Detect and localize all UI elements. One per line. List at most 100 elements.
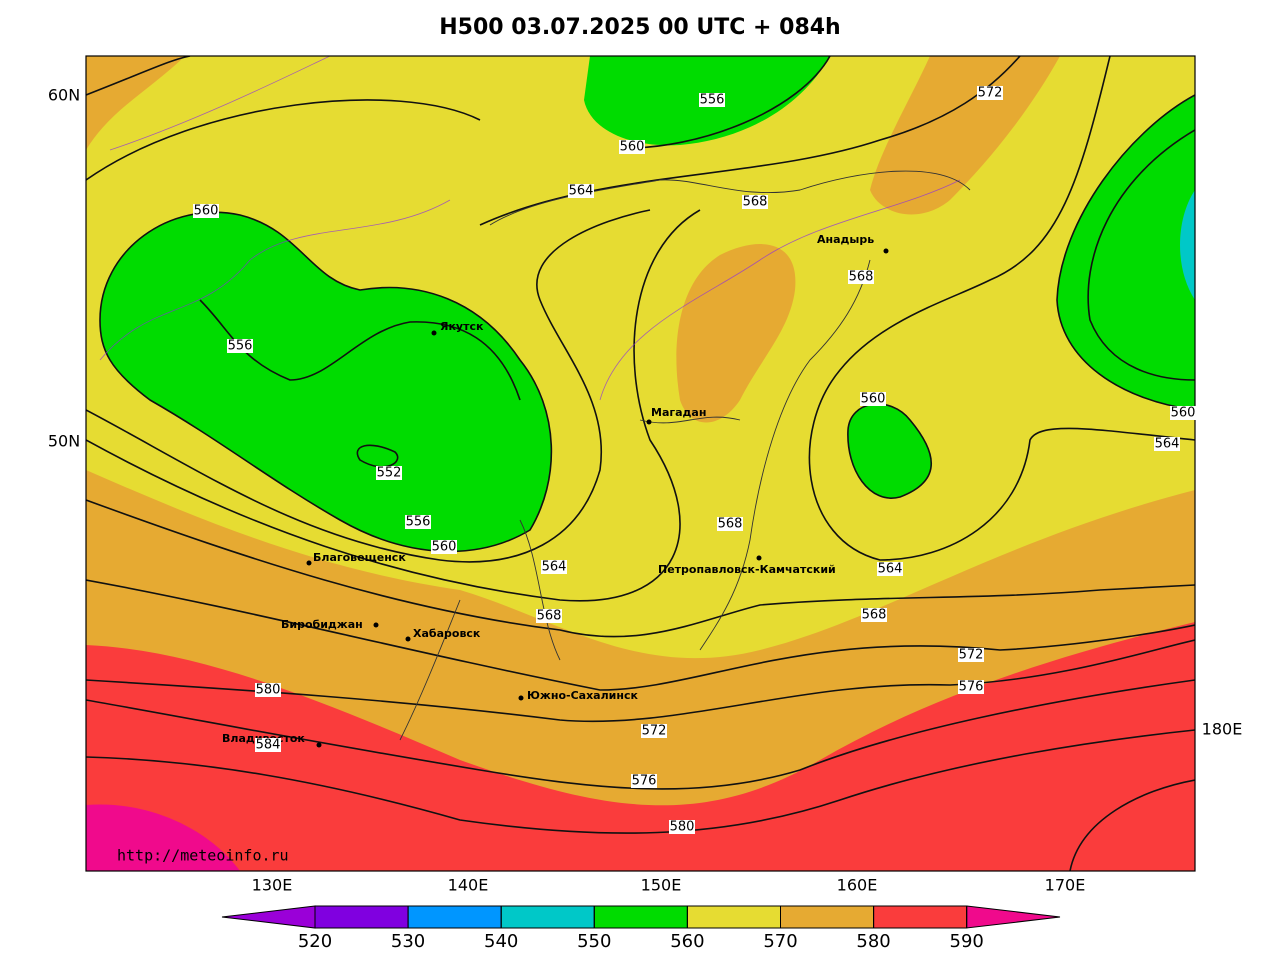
contour-label-bg [568, 184, 594, 198]
contour-label: 580 [670, 820, 695, 835]
coastline [399, 170, 971, 741]
city-label: Магадан [651, 406, 706, 419]
lon-label: 140E [448, 876, 489, 895]
city-label: Петропавловск-Камчатский [658, 563, 836, 576]
contour-label-bg [1154, 437, 1180, 451]
city-dot [316, 742, 322, 748]
contour-label: 568 [862, 608, 887, 623]
contour-label: 576 [632, 774, 657, 789]
borders [99, 56, 961, 401]
contour-label: 576 [959, 680, 984, 695]
contour-label: 572 [959, 648, 984, 663]
colorbar-box [407, 905, 502, 929]
contour-label: 556 [406, 515, 431, 530]
map-field [86, 56, 1195, 871]
contour-label: 564 [569, 184, 594, 199]
contour-label-bg [431, 540, 457, 554]
city-label: Южно-Сахалинск [527, 689, 638, 702]
lon-label: 170E [1045, 876, 1086, 895]
contour-label-bg [742, 195, 768, 209]
contour-label: 568 [743, 195, 768, 210]
lon-label: 150E [641, 876, 682, 895]
city-label: Биробиджан [281, 618, 363, 631]
contour-label-bg [619, 140, 645, 154]
city-dot [431, 330, 437, 336]
contour-label: 580 [256, 683, 281, 698]
city-label: Якутск [440, 320, 484, 333]
contour-label: 560 [861, 392, 886, 407]
colorbar-box [780, 905, 875, 929]
city-label: Анадырь [817, 233, 874, 246]
lon-label: 130E [252, 876, 293, 895]
contour-label: 560 [620, 140, 645, 155]
contour-label: 568 [537, 609, 562, 624]
contour-label-bg [541, 560, 567, 574]
contour-label: 556 [700, 93, 725, 108]
contour-label-bg [376, 466, 402, 480]
colorbar-box [686, 905, 782, 929]
contour-label-bg [536, 609, 562, 623]
contour-label-bg [699, 93, 725, 107]
contour-label-bg [641, 724, 667, 738]
colorbar-tick-label: 540 [484, 931, 518, 952]
contour-label: 572 [978, 86, 1003, 101]
colorbar-tick-label: 550 [577, 931, 611, 952]
city-dot [883, 248, 889, 254]
map-title: H500 03.07.2025 00 UTC + 084h [439, 15, 840, 40]
contour-label-bg [717, 517, 743, 531]
colorbar-box [593, 905, 688, 929]
colorbar-box [314, 905, 409, 929]
colorbar-box [873, 905, 968, 929]
contour-label: 568 [849, 270, 874, 285]
source-url: http://meteoinfo.ru [117, 847, 289, 865]
contour-label: 584 [256, 738, 281, 753]
lon-label: 160E [837, 876, 878, 895]
colorbar-tick-label: 520 [298, 931, 332, 952]
lat-label: 50N [48, 432, 80, 451]
city-dot [756, 555, 762, 561]
contour-label-bg [405, 515, 431, 529]
contour-label-bg [255, 738, 281, 752]
contour-label-bg [255, 683, 281, 697]
contour-label-bg [958, 648, 984, 662]
colorbar-tick-label: 590 [950, 931, 984, 952]
contour-label: 564 [542, 560, 567, 575]
colorbar-tick-label: 580 [856, 931, 890, 952]
colorbar-tick-label: 560 [670, 931, 704, 952]
contour-label: 564 [1155, 437, 1180, 452]
contour-label-bg [1170, 406, 1196, 420]
contour-label-bg [860, 392, 886, 406]
contour-label-bg [193, 204, 219, 218]
contour-label-bg [958, 680, 984, 694]
colorbar-box [500, 905, 595, 929]
lon-label: 180E [1202, 720, 1243, 739]
contour-label-bg [631, 774, 657, 788]
contour-label: 552 [377, 466, 402, 481]
contour-label: 560 [432, 540, 457, 555]
city-dot [646, 419, 652, 425]
contour-label: 564 [878, 562, 903, 577]
contour-label-bg [977, 86, 1003, 100]
colorbar-arrow [966, 905, 1061, 929]
contour-label: 556 [228, 339, 253, 354]
contour-label: 568 [718, 517, 743, 532]
contour-label: 572 [642, 724, 667, 739]
contour-label-bg [877, 562, 903, 576]
city-dot [518, 695, 524, 701]
colorbar-arrow [221, 905, 316, 929]
contour-label-bg [848, 270, 874, 284]
city-dot [373, 622, 379, 628]
contour-label-bg [669, 820, 695, 834]
city-label: Благовещенск [313, 551, 406, 564]
contour-label-bg [227, 339, 253, 353]
colorbar-tick-label: 530 [391, 931, 425, 952]
contour-label: 560 [194, 204, 219, 219]
city-dot [306, 560, 312, 566]
contour-label: 560 [1171, 406, 1196, 421]
contour-label-bg [861, 608, 887, 622]
city-dot [405, 636, 411, 642]
labels: 60N 50N 130E 140E 150E 160E 170E 180E Якутск Мага… [48, 86, 1242, 895]
colorbar: 520 530 540 550 560 570 580 590 [221, 905, 1061, 952]
map-frame [85, 55, 1196, 872]
